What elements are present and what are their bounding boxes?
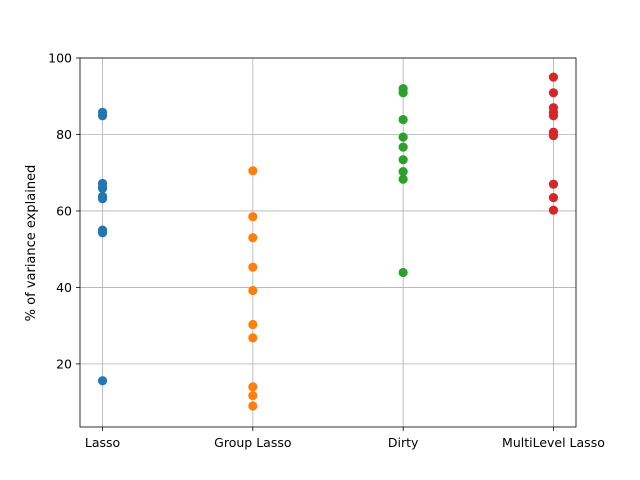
data-point: [97, 376, 108, 386]
data-point: [398, 142, 408, 152]
data-point: [248, 391, 258, 401]
axes-frame: [79, 57, 577, 428]
data-point: [548, 72, 559, 82]
data-point: [97, 111, 108, 121]
data-point: [248, 212, 258, 222]
data-point: [97, 194, 108, 204]
data-point: [548, 111, 559, 121]
x-tick-label: Group Lasso: [214, 435, 291, 450]
y-tick-label: 40: [56, 280, 72, 295]
y-axis-label: % of variance explained: [24, 165, 39, 322]
data-point: [398, 155, 408, 165]
data-point: [548, 88, 559, 98]
data-point: [548, 205, 559, 215]
data-point: [248, 262, 258, 272]
grid-layer: [80, 57, 576, 427]
y-tick-label: 80: [56, 127, 72, 142]
x-tick-label: MultiLevel Lasso: [502, 435, 605, 450]
plot-frame: [79, 57, 577, 428]
data-point: [398, 267, 408, 278]
data-point: [248, 319, 258, 330]
data-point: [248, 166, 258, 176]
points-layer: [97, 72, 559, 411]
data-point: [248, 333, 258, 343]
data-point: [97, 228, 108, 238]
tick-layer: Lasso Group Lasso Dirty MultiLevel Lasso 20 4…: [48, 51, 605, 451]
y-tick-label: 100: [48, 51, 72, 66]
data-point: [248, 233, 258, 243]
y-tick-label: 60: [56, 203, 72, 218]
data-point: [548, 192, 559, 203]
data-point: [248, 285, 258, 296]
data-point: [548, 131, 559, 141]
x-tick-label: Dirty: [388, 435, 419, 450]
x-tick-label: Lasso: [85, 435, 120, 450]
data-point: [248, 382, 258, 392]
data-point: [398, 174, 408, 184]
y-tick-label: 20: [56, 356, 72, 371]
data-point: [398, 88, 408, 98]
data-point: [97, 183, 108, 193]
data-point: [248, 401, 258, 411]
data-point: [548, 179, 559, 189]
data-point: [398, 114, 408, 125]
data-point: [398, 132, 408, 142]
data-point: [398, 166, 408, 177]
